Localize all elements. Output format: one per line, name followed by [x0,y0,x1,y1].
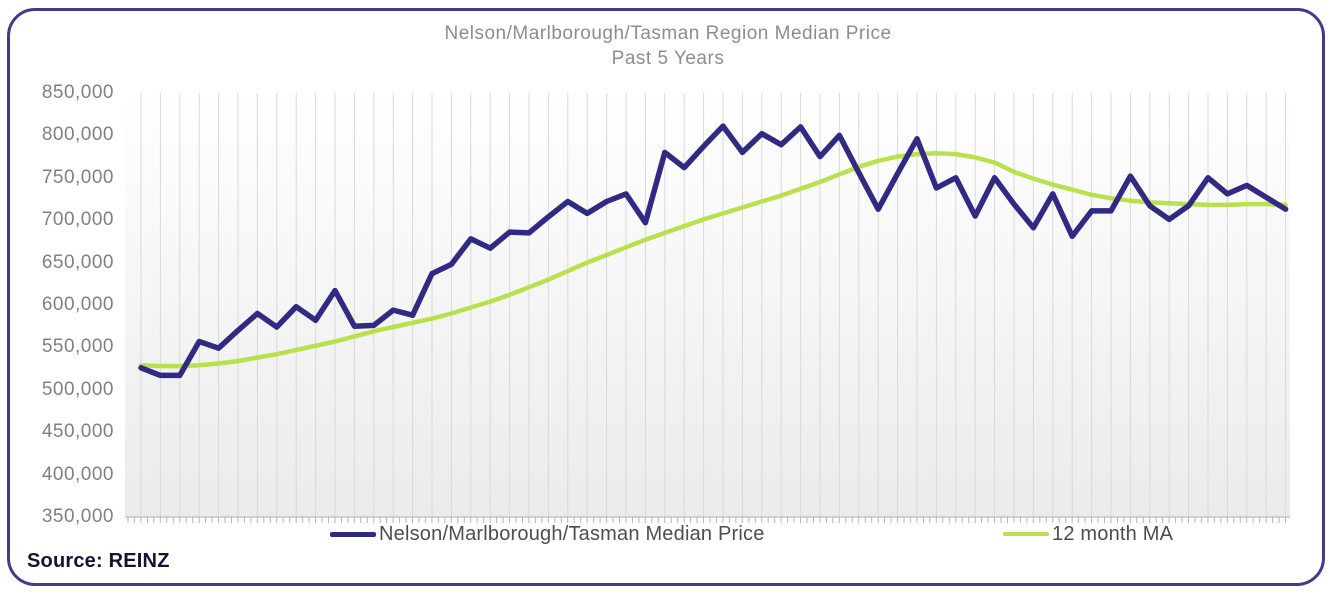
median-line-swatch [330,531,376,537]
y-axis-labels: 850,000 800,000 750,000 700,000 650,000 600,0… [0,0,118,600]
y-axis-tick-label: 450,000 [41,421,114,443]
y-axis-tick-label: 750,000 [41,166,114,188]
y-axis-tick-label: 350,000 [41,506,114,527]
legend-label-ma: 12 month MA [1052,522,1174,545]
plot-svg [125,93,1290,523]
series-group [138,123,1289,379]
legend-item-median: Nelson/Marlborough/Tasman Median Price [330,520,765,548]
y-axis-tick-label: 650,000 [41,251,114,273]
y-axis-tick-label: 500,000 [41,378,114,400]
y-axis-tick-label: 700,000 [41,209,114,231]
y-axis-tick-label: 550,000 [41,336,114,358]
source-credit: Source: REINZ [27,550,170,572]
y-axis-tick-label: 800,000 [41,124,114,146]
legend-label-median: Nelson/Marlborough/Tasman Median Price [379,522,765,545]
median-price-line [138,123,1289,379]
legend-item-ma: 12 month MA [1003,520,1173,548]
y-axis-tick-label: 850,000 [41,82,114,103]
chart-title-line2: Past 5 Years [611,48,725,69]
y-axis-tick-label: 600,000 [41,294,114,315]
axis-group [125,516,1290,523]
gridlines-group [140,93,1287,517]
plot-background [125,93,1290,517]
chart-legend: Nelson/Marlborough/Tasman Median Price 1… [0,520,1336,550]
y-axis-tick-label: 400,000 [41,463,114,485]
ma-line-swatch [1003,532,1049,536]
plot-area [125,85,1295,535]
chart-title: Nelson/Marlborough/Tasman Region Median … [0,21,1336,71]
ma-line [138,150,1288,369]
chart-title-line1: Nelson/Marlborough/Tasman Region Median … [444,23,892,44]
